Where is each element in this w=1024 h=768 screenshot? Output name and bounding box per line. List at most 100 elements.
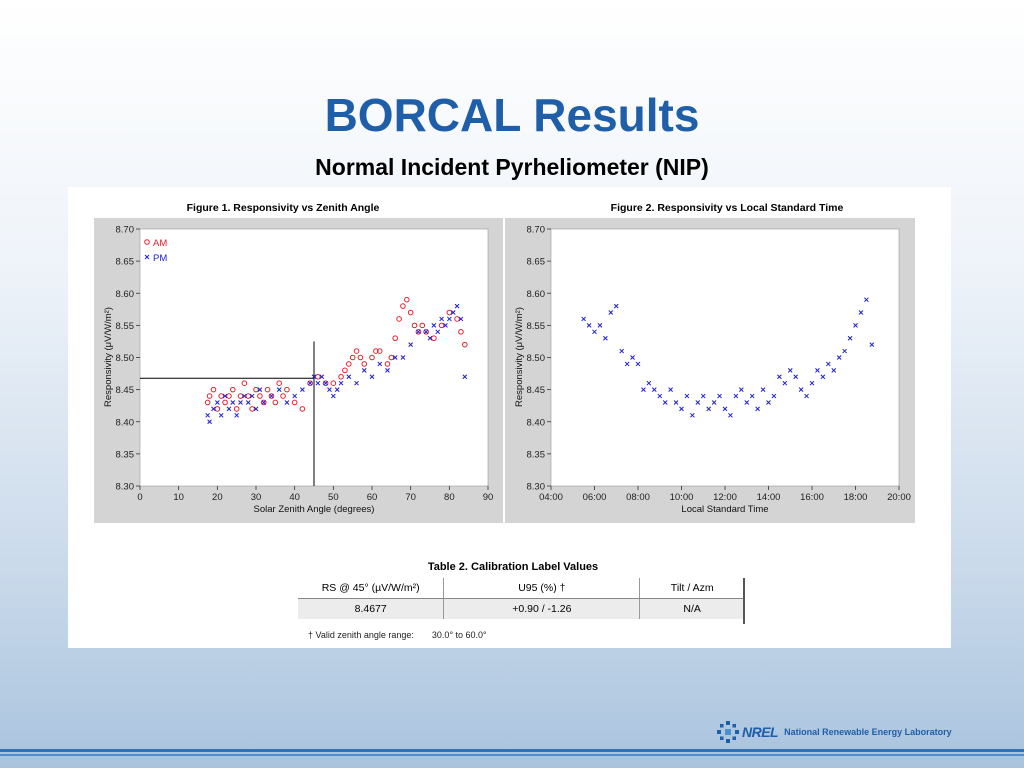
calibration-table: RS @ 45° (µV/W/m²) U95 (%) † Tilt / Azm … <box>298 578 744 619</box>
pm-point <box>431 323 437 328</box>
pm-point <box>793 374 799 380</box>
pm-point <box>815 367 820 373</box>
fig2-layer: 04:00 06:00 08:00 10:00 12:00 14:00 16:00 18:00… <box>527 225 911 504</box>
figure-panel: Figure 1. Responsivity vs Zenith Angle F… <box>68 187 951 648</box>
y-tick-label: 8.70 <box>527 225 546 236</box>
nrel-logo-text: NREL <box>742 724 779 740</box>
pm-point <box>825 361 831 367</box>
am-point <box>400 303 406 309</box>
pm-point <box>869 342 875 348</box>
am-point <box>264 386 271 393</box>
pm-point <box>864 297 869 303</box>
pm-point <box>668 387 673 392</box>
table-cell-rs: 8.4677 <box>298 598 445 619</box>
x-tick-label: 40 <box>289 492 300 503</box>
am-point <box>376 348 383 354</box>
footer-rule <box>0 749 1024 752</box>
pm-point <box>253 406 259 412</box>
am-point <box>272 399 279 406</box>
pm-point <box>276 387 282 392</box>
am-point <box>346 361 352 367</box>
slide-subtitle: Normal Incident Pyrheliometer (NIP) <box>315 154 709 180</box>
pm-point <box>738 387 744 392</box>
pm-point <box>619 348 625 354</box>
pm-point <box>717 393 722 399</box>
am-point <box>315 373 321 380</box>
table-title: Table 2. Calibration Label Values <box>427 561 599 573</box>
am-point <box>245 393 252 399</box>
pm-point <box>586 323 592 328</box>
am-point <box>396 316 402 322</box>
pm-point <box>257 387 263 392</box>
am-point <box>257 393 263 399</box>
am-point <box>230 386 236 393</box>
legend-pm-marker <box>144 254 150 260</box>
pm-point <box>581 316 586 322</box>
am-point <box>446 309 453 316</box>
am-point <box>353 348 360 354</box>
pm-point <box>369 374 375 380</box>
y-tick-label: 8.35 <box>116 449 135 460</box>
y-tick-label: 8.45 <box>527 385 546 396</box>
pm-point <box>597 323 603 328</box>
pm-point <box>657 393 663 399</box>
am-point <box>458 329 464 335</box>
pm-point <box>641 387 646 392</box>
am-point <box>431 335 437 342</box>
am-point <box>357 354 364 361</box>
table-header-rs: RS @ 45° (µV/W/m²) <box>298 578 445 599</box>
pm-point <box>330 393 336 399</box>
pm-point <box>427 335 433 341</box>
y-tick-label: 8.55 <box>116 321 135 332</box>
y-tick-label: 8.65 <box>116 257 135 268</box>
am-point <box>204 399 211 406</box>
y-tick-label: 8.45 <box>116 385 135 396</box>
am-point <box>462 341 468 348</box>
am-point <box>253 386 259 393</box>
pm-point <box>744 400 750 405</box>
pm-point <box>766 400 771 405</box>
pm-point <box>323 380 328 386</box>
am-point <box>249 406 255 412</box>
pm-point <box>651 387 657 392</box>
pm-point <box>392 355 398 360</box>
pm-point <box>804 393 809 399</box>
pm-point <box>319 374 325 380</box>
pm-point <box>450 310 456 315</box>
am-point <box>388 354 395 361</box>
footnote-label: † Valid zenith angle range: <box>308 630 414 640</box>
pm-point <box>311 374 317 380</box>
pm-point <box>842 348 847 354</box>
x-tick-label: 70 <box>405 492 416 503</box>
fig2-title: Figure 2. Responsivity vs Local Standard… <box>611 202 844 214</box>
fig2-plot-area <box>550 228 900 487</box>
am-point <box>419 322 426 329</box>
pm-point <box>458 316 464 322</box>
pm-point <box>307 380 313 386</box>
pm-point <box>230 400 236 405</box>
pm-point <box>722 406 728 412</box>
pm-point <box>695 400 701 405</box>
pm-point <box>690 412 695 418</box>
table-footnote: † Valid zenith angle range: 30.0° to 60.0… <box>308 630 487 640</box>
pm-point <box>454 303 460 309</box>
pm-point <box>292 393 298 399</box>
x-tick-label: 16:00 <box>800 492 824 503</box>
am-point <box>411 322 418 329</box>
pm-point <box>635 361 641 367</box>
pm-point <box>847 335 853 341</box>
pm-point <box>234 412 240 418</box>
pm-point <box>831 367 837 373</box>
pm-point <box>646 380 652 386</box>
x-tick-label: 08:00 <box>626 492 650 503</box>
pm-point <box>218 412 224 418</box>
am-point <box>260 399 267 406</box>
x-tick-label: 12:00 <box>713 492 737 503</box>
pm-point <box>728 412 733 418</box>
x-tick-label: 06:00 <box>583 492 607 503</box>
nrel-logo: NREL National Renewable Energy Laborator… <box>716 720 952 744</box>
pm-point <box>809 380 815 386</box>
pm-point <box>261 400 267 405</box>
fig1-ylabel: Responsivity (μV/W/m²) <box>103 307 114 407</box>
pm-point <box>354 380 359 386</box>
